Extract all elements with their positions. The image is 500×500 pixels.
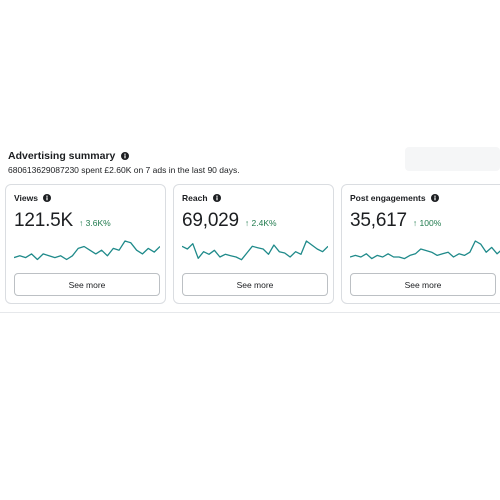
metric-change: ↑ 2.4K% [244, 218, 277, 228]
see-more-button[interactable]: See more [350, 273, 496, 296]
sparkline-series [14, 240, 160, 261]
summary-title: Advertising summary [8, 150, 116, 162]
metric-value: 69,029 [182, 210, 239, 231]
sparkline-chart [350, 240, 500, 260]
see-more-button[interactable]: See more [14, 273, 160, 296]
sparkline-series [182, 240, 328, 261]
metric-value: 35,617 [350, 210, 407, 231]
summary-description: 680613629087230 spent £2.60K on 7 ads in… [8, 165, 240, 175]
see-more-button[interactable]: See more [182, 273, 328, 296]
redacted-area [405, 147, 500, 171]
info-icon[interactable] [212, 194, 221, 202]
metric-change: ↑ 3.6K% [79, 218, 111, 228]
metric-card-post-engagements: Post engagements 35,617 ↑ 100% See more [341, 184, 500, 304]
metric-label: Reach [182, 193, 208, 203]
info-icon[interactable] [42, 194, 51, 202]
info-icon[interactable] [121, 152, 130, 160]
advertising-summary-panel [0, 140, 500, 313]
sparkline-chart [182, 240, 328, 261]
metric-card-reach: Reach 69,029 ↑ 2.4K% See more [173, 184, 334, 304]
sparkline-series [350, 240, 500, 260]
metric-label: Views [14, 193, 38, 203]
sparkline-chart [14, 240, 160, 261]
metric-value: 121.5K [14, 210, 74, 231]
info-icon[interactable] [430, 194, 439, 202]
summary-header: Advertising summary 680613629087230 spen… [8, 150, 240, 175]
metric-change: ↑ 100% [412, 218, 442, 228]
metric-card-views: Views 121.5K ↑ 3.6K% See more [5, 184, 166, 304]
metric-label: Post engagements [350, 193, 426, 203]
